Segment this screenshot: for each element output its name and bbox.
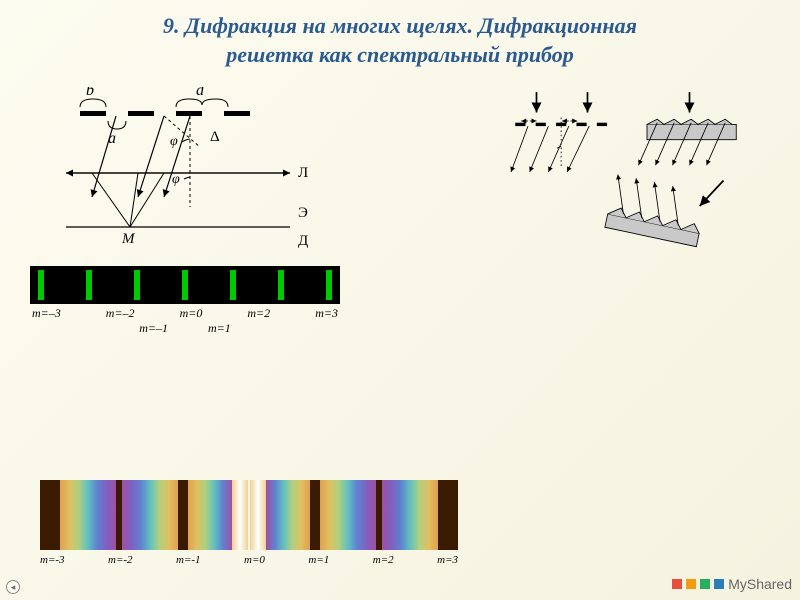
spectrum-label: m=1 — [308, 554, 329, 566]
maxima-bars — [30, 266, 340, 304]
gratings-diagram — [490, 87, 770, 257]
label-phi1: φ — [170, 134, 178, 149]
spectrum-label: m=0 — [244, 554, 265, 566]
transmission-grating — [511, 118, 607, 172]
order-label: m=–2 — [106, 306, 135, 321]
incident-arrow — [700, 181, 724, 207]
spectrum-label: m=2 — [373, 554, 394, 566]
spectrum-margin — [438, 480, 458, 550]
spectrum-band — [122, 480, 178, 550]
label-phi2: φ — [172, 172, 180, 187]
maxima-pattern: m=–3 m=–2 m=0 m=2 m=3 m=–1 m=1 — [30, 266, 470, 336]
spectrum-band — [266, 480, 310, 550]
spectrum-center — [232, 480, 248, 550]
watermark-text: MyShared — [728, 576, 792, 592]
maxima-bar — [326, 270, 332, 300]
label-M: М — [121, 231, 136, 247]
chevron-left-icon: ◂ — [11, 582, 16, 593]
maxima-bar — [182, 270, 188, 300]
label-d: d — [196, 87, 205, 99]
order-label: m=0 — [180, 306, 203, 321]
spectrum-left — [40, 480, 248, 550]
maxima-bar — [134, 270, 140, 300]
spectrum-right — [250, 480, 458, 550]
spectrum-label: m=-2 — [108, 554, 133, 566]
label-E: Э — [298, 205, 308, 221]
label-L: Л — [298, 165, 308, 181]
spectrum-label: m=-3 — [40, 554, 65, 566]
reflection-grating-top — [639, 119, 737, 165]
order-labels-top: m=–3 m=–2 m=0 m=2 m=3 — [30, 304, 340, 321]
order-label: m=2 — [247, 306, 270, 321]
title-line-2: решетка как спектральный прибор — [40, 41, 760, 70]
spectrum-band — [60, 480, 116, 550]
content-area: b d a φ φ Δ Л — [0, 77, 800, 336]
order-label: m=–1 — [139, 321, 168, 336]
left-column: b d a φ φ Δ Л — [30, 87, 470, 336]
watermark-chip — [700, 579, 710, 589]
maxima-bar — [86, 270, 92, 300]
spectrum-margin — [40, 480, 60, 550]
spectrum-band — [382, 480, 438, 550]
geometry-diagram: b d a φ φ Δ Л — [30, 87, 350, 257]
label-b: b — [86, 87, 94, 99]
right-column — [490, 87, 770, 336]
watermark: MyShared — [672, 576, 792, 592]
prev-slide-button[interactable]: ◂ — [6, 580, 20, 594]
watermark-chip — [672, 579, 682, 589]
maxima-bar — [230, 270, 236, 300]
title-line-1: 9. Дифракция на многих щелях. Дифракцион… — [40, 12, 760, 41]
order-label: m=–3 — [32, 306, 61, 321]
spectrum-band — [188, 480, 232, 550]
spectrum-gap — [178, 480, 188, 550]
order-label: m=3 — [315, 306, 338, 321]
maxima-bar — [38, 270, 44, 300]
spectrum-gap — [310, 480, 320, 550]
label-delta: Δ — [210, 129, 220, 145]
spectrum-band — [320, 480, 376, 550]
label-D: Д — [298, 233, 308, 249]
watermark-chip — [714, 579, 724, 589]
spectra-panels — [40, 480, 458, 550]
order-label: m=1 — [208, 321, 231, 336]
slide-title: 9. Дифракция на многих щелях. Дифракцион… — [0, 0, 800, 77]
order-labels-bottom: m=–1 m=1 — [30, 321, 340, 336]
reflection-grating-tilted — [605, 174, 708, 247]
watermark-chip — [686, 579, 696, 589]
maxima-bar — [278, 270, 284, 300]
spectrum-label: m=3 — [437, 554, 458, 566]
spectra-labels: m=-3 m=-2 m=-1 m=0 m=1 m=2 m=3 — [40, 554, 458, 566]
spectrum-center — [250, 480, 266, 550]
spectrum-label: m=-1 — [176, 554, 201, 566]
